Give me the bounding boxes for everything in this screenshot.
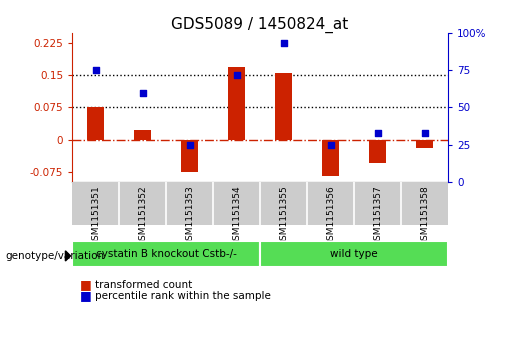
Bar (322, 139, 339, 176)
Bar (181, 139, 198, 172)
Text: percentile rank within the sample: percentile rank within the sample (95, 291, 271, 301)
Text: ■: ■ (80, 278, 92, 291)
Bar (228, 67, 245, 139)
Text: GSM1151357: GSM1151357 (373, 186, 382, 246)
Point (420, 130, 428, 136)
Point (92, 67, 100, 73)
Point (139, 90, 147, 95)
Point (185, 142, 194, 148)
Title: GDS5089 / 1450824_at: GDS5089 / 1450824_at (171, 16, 349, 33)
Point (327, 142, 335, 148)
Text: cystatin B knockout Cstb-/-: cystatin B knockout Cstb-/- (96, 249, 236, 259)
Text: ■: ■ (80, 289, 92, 302)
Point (232, 72, 241, 77)
Text: GSM1151356: GSM1151356 (326, 186, 335, 246)
Bar (369, 139, 386, 163)
Text: GSM1151351: GSM1151351 (91, 186, 100, 246)
Text: GSM1151354: GSM1151354 (232, 186, 241, 246)
Polygon shape (65, 251, 71, 261)
Bar (260, 241, 448, 267)
Text: GSM1151355: GSM1151355 (279, 186, 288, 246)
Text: genotype/variation: genotype/variation (5, 251, 104, 261)
Point (373, 130, 382, 136)
Bar (88, 107, 104, 139)
Bar (72, 241, 260, 267)
Text: wild type: wild type (330, 249, 378, 259)
Bar (276, 73, 292, 139)
Bar (134, 130, 151, 139)
Text: GSM1151358: GSM1151358 (420, 186, 429, 246)
Text: GSM1151353: GSM1151353 (185, 186, 194, 246)
Text: GSM1151352: GSM1151352 (138, 186, 147, 246)
Bar (416, 139, 433, 148)
Point (280, 40, 288, 46)
Text: transformed count: transformed count (95, 280, 193, 290)
